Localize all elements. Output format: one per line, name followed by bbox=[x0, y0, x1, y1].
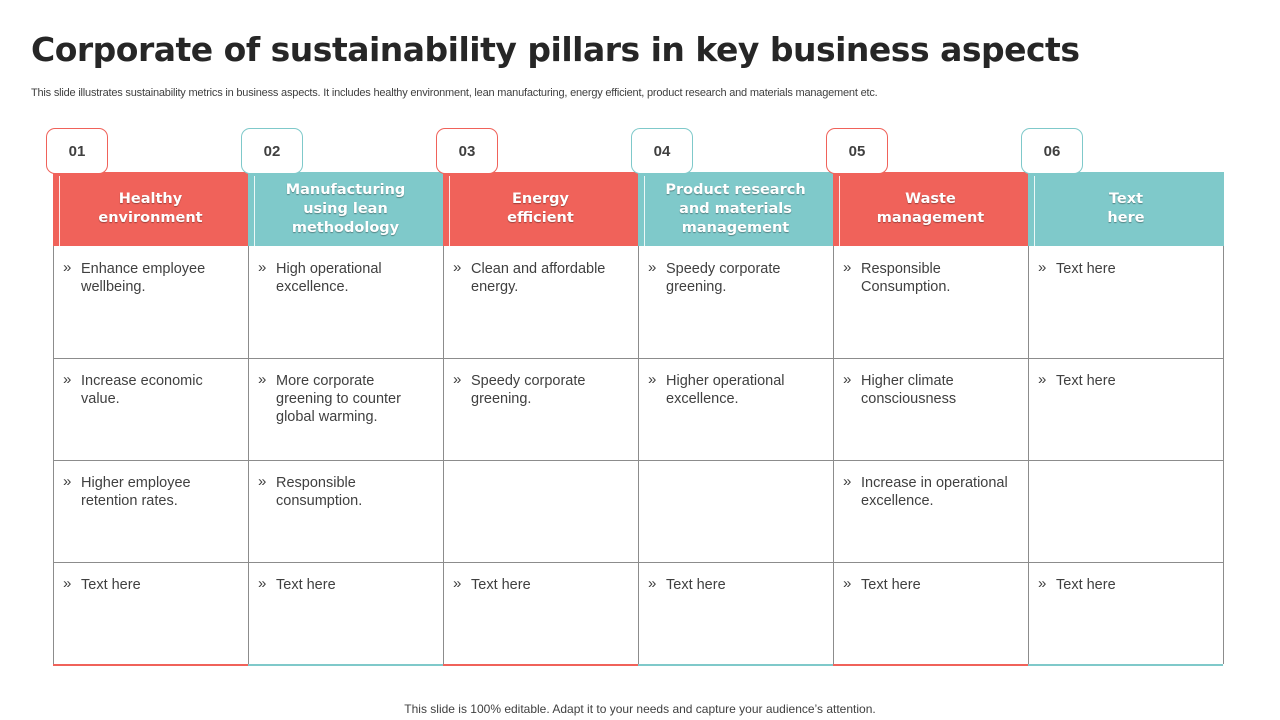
column-divider bbox=[443, 246, 444, 664]
pillar-cell-text: Increase economic value. bbox=[53, 371, 248, 408]
pillar-header: Waste management bbox=[833, 172, 1028, 246]
pillar-cell-text: Enhance employee wellbeing. bbox=[53, 259, 248, 296]
pillar-number-badge: 05 bbox=[826, 128, 888, 174]
pillar-cell-text: Text here bbox=[638, 575, 833, 594]
pillar-cell-text: More corporate greening to counter globa… bbox=[248, 371, 443, 426]
pillar-cell-text: Responsible consumption. bbox=[248, 473, 443, 510]
pillar-title: Manufacturing using lean methodology bbox=[285, 181, 406, 236]
pillar-cell-text: Higher operational excellence. bbox=[638, 371, 833, 408]
pillar-cell-text: Text here bbox=[248, 575, 443, 594]
pillar-cell-text: Text here bbox=[1028, 575, 1223, 594]
row-divider bbox=[53, 460, 1224, 461]
pillar-cell-text: Higher climate consciousness bbox=[833, 371, 1028, 408]
pillar-header: Energy efficient bbox=[443, 172, 638, 246]
pillar-title: Product research and materials managemen… bbox=[665, 181, 806, 236]
row-divider bbox=[53, 358, 1224, 359]
pillar-cell-text: Speedy corporate greening. bbox=[443, 371, 638, 408]
column-bottom-accent bbox=[248, 664, 443, 666]
slide-footer: This slide is 100% editable. Adapt it to… bbox=[404, 702, 876, 716]
pillar-cell-text: Text here bbox=[53, 575, 248, 594]
pillar-cell-text: Text here bbox=[1028, 371, 1223, 390]
slide-subtitle: This slide illustrates sustainability me… bbox=[31, 87, 878, 99]
pillar-number-badge: 06 bbox=[1021, 128, 1083, 174]
pillar-cell-text: Increase in operational excellence. bbox=[833, 473, 1028, 510]
column-divider bbox=[833, 246, 834, 664]
pillar-cell-text: Text here bbox=[1028, 259, 1223, 278]
column-bottom-accent bbox=[53, 664, 248, 666]
pillar-cell-text: Clean and affordable energy. bbox=[443, 259, 638, 296]
pillar-cell-text: Responsible Consumption. bbox=[833, 259, 1028, 296]
pillar-number-badge: 02 bbox=[241, 128, 303, 174]
pillar-title: Healthy environment bbox=[98, 191, 203, 226]
pillar-header: Product research and materials managemen… bbox=[638, 172, 833, 246]
pillar-title: Text here bbox=[1107, 191, 1145, 226]
pillar-title: Energy efficient bbox=[507, 191, 574, 226]
column-divider bbox=[638, 246, 639, 664]
pillar-header: Text here bbox=[1028, 172, 1224, 246]
slide-title: Corporate of sustainability pillars in k… bbox=[31, 30, 1080, 69]
pillar-header: Manufacturing using lean methodology bbox=[248, 172, 443, 246]
pillar-cell-text: Higher employee retention rates. bbox=[53, 473, 248, 510]
pillar-cell-text: Speedy corporate greening. bbox=[638, 259, 833, 296]
row-divider bbox=[53, 562, 1224, 563]
column-bottom-accent bbox=[833, 664, 1028, 666]
column-divider bbox=[248, 246, 249, 664]
column-bottom-accent bbox=[443, 664, 638, 666]
pillars-table: 01 Healthy environment Enhance employee we… bbox=[46, 128, 1224, 668]
pillar-cell-text: Text here bbox=[443, 575, 638, 594]
pillar-title: Waste management bbox=[876, 191, 985, 226]
pillar-number-badge: 03 bbox=[436, 128, 498, 174]
column-divider bbox=[1223, 246, 1224, 664]
pillar-number-badge: 01 bbox=[46, 128, 108, 174]
column-bottom-accent bbox=[638, 664, 833, 666]
pillar-cell-text: Text here bbox=[833, 575, 1028, 594]
pillar-cell-text: High operational excellence. bbox=[248, 259, 443, 296]
column-divider bbox=[1028, 246, 1029, 664]
column-divider bbox=[53, 246, 54, 664]
column-bottom-accent bbox=[1028, 664, 1223, 666]
pillar-header: Healthy environment bbox=[53, 172, 248, 246]
pillar-number-badge: 04 bbox=[631, 128, 693, 174]
